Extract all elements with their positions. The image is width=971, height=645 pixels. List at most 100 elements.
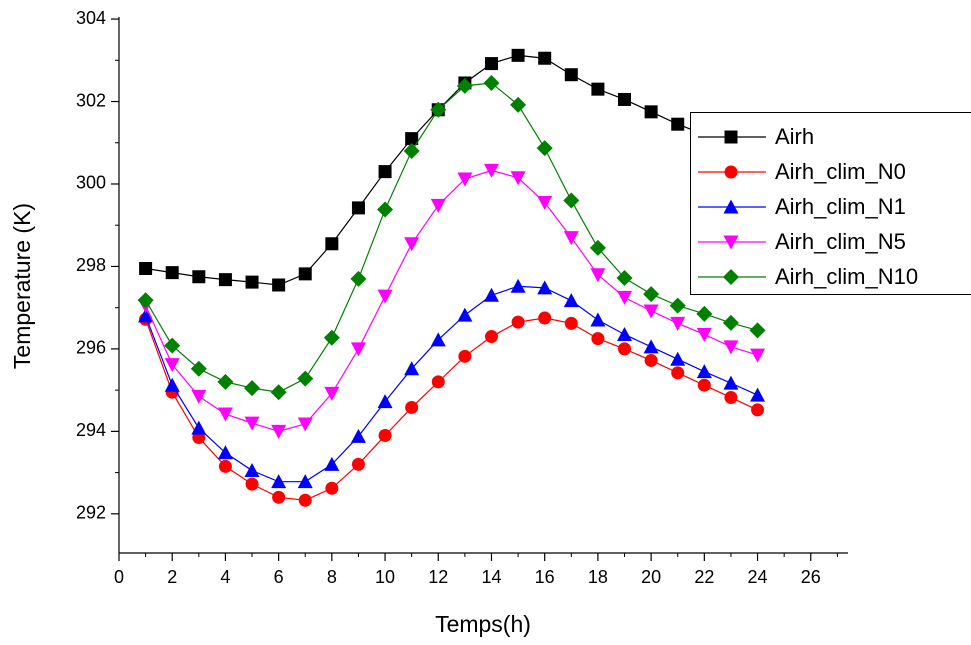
x-tick-label: 14 [481, 567, 501, 587]
marker [297, 474, 313, 489]
marker [325, 237, 339, 251]
series-line [145, 285, 758, 483]
series [138, 163, 766, 439]
marker [350, 428, 366, 443]
marker [164, 377, 180, 392]
x-tick-label: 8 [327, 567, 337, 587]
marker [351, 201, 365, 215]
marker [218, 459, 232, 473]
series-line [145, 82, 758, 393]
marker [324, 456, 340, 471]
marker [750, 387, 766, 402]
x-tick-label: 6 [274, 567, 284, 587]
marker [403, 143, 420, 159]
marker [217, 445, 233, 460]
marker [244, 463, 260, 478]
legend-label: Airh [775, 124, 814, 149]
marker [192, 270, 206, 284]
marker [671, 366, 685, 380]
y-tick-label: 294 [76, 420, 106, 440]
y-tick-label: 292 [76, 503, 106, 523]
legend-marker [724, 130, 738, 144]
x-tick-label: 22 [694, 567, 714, 587]
legend: Airh Airh_clim_N0 Airh_clim_N1 Airh_clim_N5… [690, 112, 971, 295]
marker [749, 322, 766, 339]
y-tick-label: 298 [76, 255, 106, 275]
marker [591, 82, 605, 96]
marker [643, 339, 659, 354]
marker [510, 278, 526, 293]
marker [245, 275, 259, 289]
marker [191, 420, 207, 435]
marker [564, 316, 578, 330]
marker [137, 292, 154, 309]
marker [510, 96, 527, 113]
marker [643, 304, 659, 319]
y-tick-label: 296 [76, 338, 106, 358]
x-tick-label: 12 [428, 567, 448, 587]
marker [404, 361, 420, 376]
legend-label: Airh_clim_N5 [775, 229, 906, 254]
x-tick-label: 16 [535, 567, 555, 587]
marker [350, 270, 367, 287]
marker [350, 342, 366, 357]
marker [538, 311, 552, 325]
marker [617, 290, 633, 305]
marker [164, 337, 181, 354]
marker [617, 326, 633, 341]
marker [404, 237, 420, 252]
marker [323, 329, 340, 346]
x-tick-label: 18 [588, 567, 608, 587]
legend-label: Airh_clim_N10 [775, 264, 918, 289]
marker [670, 316, 686, 331]
marker [537, 280, 553, 295]
y-axis-label: Temperature (K) [9, 203, 35, 369]
series [137, 74, 766, 401]
marker [644, 105, 658, 119]
marker [271, 424, 287, 439]
marker [272, 490, 286, 504]
marker [139, 262, 153, 276]
marker [643, 286, 660, 303]
marker [591, 332, 605, 346]
marker [218, 273, 232, 287]
legend-marker [724, 165, 738, 179]
marker [377, 201, 394, 218]
marker [484, 57, 498, 71]
legend-label: Airh_clim_N1 [775, 194, 906, 219]
marker [430, 198, 446, 213]
marker [378, 428, 392, 442]
marker [724, 391, 738, 405]
marker [616, 269, 633, 286]
series-line [145, 54, 758, 286]
marker [456, 77, 473, 94]
marker [750, 348, 766, 363]
legend-marker [723, 199, 739, 214]
x-tick-label: 10 [375, 567, 395, 587]
marker [138, 308, 154, 323]
marker [618, 92, 632, 106]
marker [537, 196, 553, 211]
marker [483, 287, 499, 302]
marker [670, 351, 686, 366]
marker [538, 51, 552, 65]
series [139, 48, 765, 292]
marker [510, 171, 526, 186]
x-tick-label: 24 [748, 567, 768, 587]
y-tick-label: 300 [76, 173, 106, 193]
marker [457, 172, 473, 187]
marker [165, 266, 179, 280]
marker [644, 353, 658, 367]
marker [669, 297, 686, 314]
marker [696, 305, 713, 322]
x-tick-label: 20 [641, 567, 661, 587]
series [139, 311, 765, 507]
x-axis-label: Temps(h) [435, 611, 531, 637]
marker [377, 289, 393, 304]
marker [272, 278, 286, 292]
marker [589, 239, 606, 256]
marker [511, 315, 525, 329]
marker [484, 330, 498, 344]
x-tick-label: 26 [801, 567, 821, 587]
marker [618, 342, 632, 356]
